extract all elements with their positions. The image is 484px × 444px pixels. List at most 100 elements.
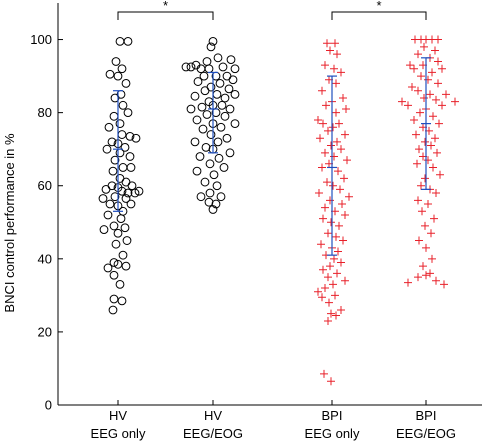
x-tick-label-4-line1: BPI <box>416 408 437 423</box>
data-point <box>415 236 423 245</box>
data-point <box>320 369 328 378</box>
data-point <box>414 86 422 95</box>
x-tick-label-3-line1: BPI <box>322 408 343 423</box>
data-point <box>195 152 205 161</box>
data-point <box>338 200 346 208</box>
data-point <box>222 71 232 81</box>
data-point <box>332 311 340 320</box>
data-point <box>206 42 216 52</box>
data-point <box>131 133 141 143</box>
data-point <box>120 142 130 152</box>
data-point <box>117 64 127 74</box>
data-point <box>331 39 339 48</box>
data-point <box>417 72 425 81</box>
data-point <box>422 243 430 252</box>
data-point <box>324 316 332 325</box>
data-point <box>327 218 335 227</box>
data-point <box>434 79 442 88</box>
data-point <box>109 258 119 267</box>
data-point <box>126 163 136 172</box>
data-point <box>111 239 121 249</box>
data-point <box>115 280 125 289</box>
y-tick-label-20: 20 <box>38 324 52 339</box>
data-point <box>213 137 223 147</box>
data-point <box>422 271 430 280</box>
data-point <box>126 199 136 209</box>
data-point <box>98 194 108 203</box>
data-point <box>186 104 196 114</box>
data-point <box>416 108 424 117</box>
data-point <box>339 94 347 103</box>
data-point <box>226 55 236 65</box>
x-tick-label-4-line2: EEG/EOG <box>396 426 456 441</box>
data-point <box>324 126 332 135</box>
series-1 <box>98 36 144 315</box>
data-point <box>208 205 218 214</box>
data-point <box>198 124 208 134</box>
data-point <box>322 101 330 110</box>
data-point <box>329 181 337 190</box>
data-point <box>117 130 127 139</box>
axes: 0 20 40 60 80 100 <box>30 3 482 413</box>
data-point <box>321 284 329 293</box>
data-point <box>341 210 349 219</box>
data-point <box>404 101 412 110</box>
data-point <box>102 144 112 154</box>
summary-3 <box>327 75 337 256</box>
data-point <box>426 90 434 99</box>
data-point <box>123 108 133 118</box>
significance-bracket-2: * <box>331 0 427 20</box>
significance-label: * <box>376 0 381 13</box>
data-point <box>134 186 144 196</box>
data-point <box>431 46 439 55</box>
data-point <box>225 148 235 158</box>
data-point <box>115 148 125 158</box>
data-point <box>430 214 438 223</box>
data-point <box>317 240 325 249</box>
data-point <box>428 254 436 263</box>
data-point <box>115 119 125 128</box>
data-point <box>318 86 326 95</box>
data-point <box>442 90 450 99</box>
significance-label: * <box>163 0 168 13</box>
data-point <box>212 89 222 99</box>
data-point <box>115 174 125 183</box>
data-point <box>337 68 345 77</box>
data-point <box>192 115 202 125</box>
data-point <box>196 192 206 202</box>
data-point <box>333 50 341 59</box>
data-point <box>109 270 119 280</box>
data-point <box>421 174 429 183</box>
data-point <box>107 137 117 147</box>
data-point <box>122 236 132 245</box>
data-points <box>98 35 459 386</box>
data-point <box>222 133 232 143</box>
data-point <box>433 148 441 157</box>
data-point <box>326 262 334 271</box>
data-point <box>337 258 345 267</box>
series-3 <box>314 39 353 386</box>
median-quartile-bars <box>113 57 431 256</box>
data-point <box>324 273 332 282</box>
data-point <box>418 207 426 216</box>
data-point <box>110 192 120 202</box>
y-axis-label: BNCI control performance in % <box>2 133 17 313</box>
data-point <box>432 276 440 285</box>
data-point <box>419 262 427 271</box>
data-point <box>334 167 342 176</box>
data-point <box>414 50 422 59</box>
data-point <box>118 250 128 260</box>
data-point <box>343 156 351 165</box>
data-point <box>428 68 436 77</box>
data-point <box>440 280 448 289</box>
data-point <box>337 305 345 314</box>
y-tick-label-100: 100 <box>30 32 52 47</box>
data-point <box>205 159 215 169</box>
data-point <box>323 178 331 187</box>
data-point <box>339 236 347 245</box>
data-point <box>218 62 228 72</box>
data-point <box>420 42 428 51</box>
data-point <box>117 296 127 306</box>
data-point <box>214 153 224 163</box>
data-point <box>330 254 338 263</box>
